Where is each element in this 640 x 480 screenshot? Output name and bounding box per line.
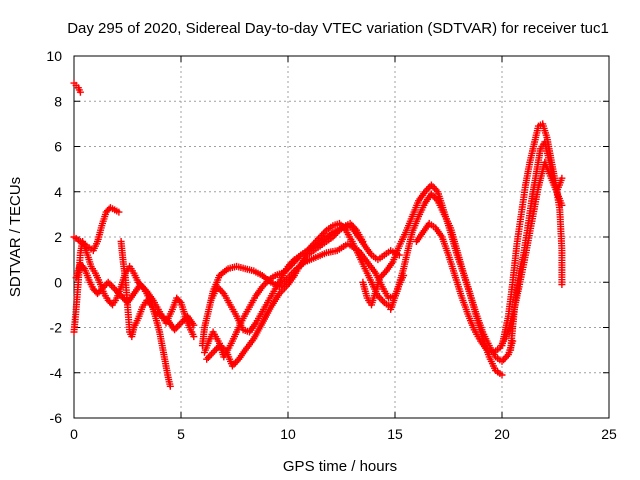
data-point [175,321,183,329]
data-point [558,281,566,288]
y-tick-label: 0 [54,274,62,290]
data-point [166,382,174,390]
data-point [429,183,437,191]
data-point [76,88,84,96]
data-point [211,347,219,355]
data-point [431,184,439,192]
x-tick-label: 25 [601,426,617,442]
x-tick-label: 10 [280,426,296,442]
data-point [427,181,435,189]
data-point [204,354,212,361]
data-point [146,299,154,307]
data-series [498,120,566,350]
data-point [379,270,387,278]
y-tick-label: -4 [50,365,63,381]
y-tick-label: -2 [50,320,63,336]
data-point [108,282,115,290]
data-point [177,319,185,327]
data-point [206,352,214,360]
y-tick-label: 8 [54,93,62,109]
data-point [203,355,211,363]
y-tick-label: 2 [54,229,62,245]
data-point [109,283,117,291]
data-point [431,193,439,201]
data-point [424,184,432,192]
data-point [79,263,87,271]
data-point [176,297,184,305]
y-tick-label: 10 [46,48,62,64]
data-series [117,238,198,341]
data-point [232,359,240,367]
data-point [209,348,217,356]
data-point [558,174,566,182]
y-tick-label: -6 [50,410,63,426]
x-axis-title: GPS time / hours [283,458,397,475]
data-point [106,280,114,288]
x-tick-label: 20 [494,426,510,442]
data-point [500,356,508,364]
data-point [174,322,182,330]
data-point [190,321,198,329]
data-point [190,333,198,341]
data-point [208,350,215,358]
data-point [217,286,225,294]
x-tick-label: 15 [387,426,403,442]
plot-area [70,79,566,390]
data-point [104,278,112,286]
x-axis: 0 5 10 15 20 25 [70,56,617,442]
data-series [387,190,517,365]
data-series [70,79,84,96]
x-tick-label: 0 [70,426,78,442]
y-tick-label: 4 [54,184,62,200]
y-tick-label: 6 [54,139,62,155]
x-tick-label: 5 [177,426,185,442]
data-point [377,295,385,303]
data-point [115,208,123,216]
data-point [498,371,506,379]
y-axis-title: SDTVAR / TECUs [7,177,24,297]
data-series [507,138,566,354]
chart-title: Day 295 of 2020, Sidereal Day-to-day VTE… [67,20,609,37]
data-series [203,222,403,370]
